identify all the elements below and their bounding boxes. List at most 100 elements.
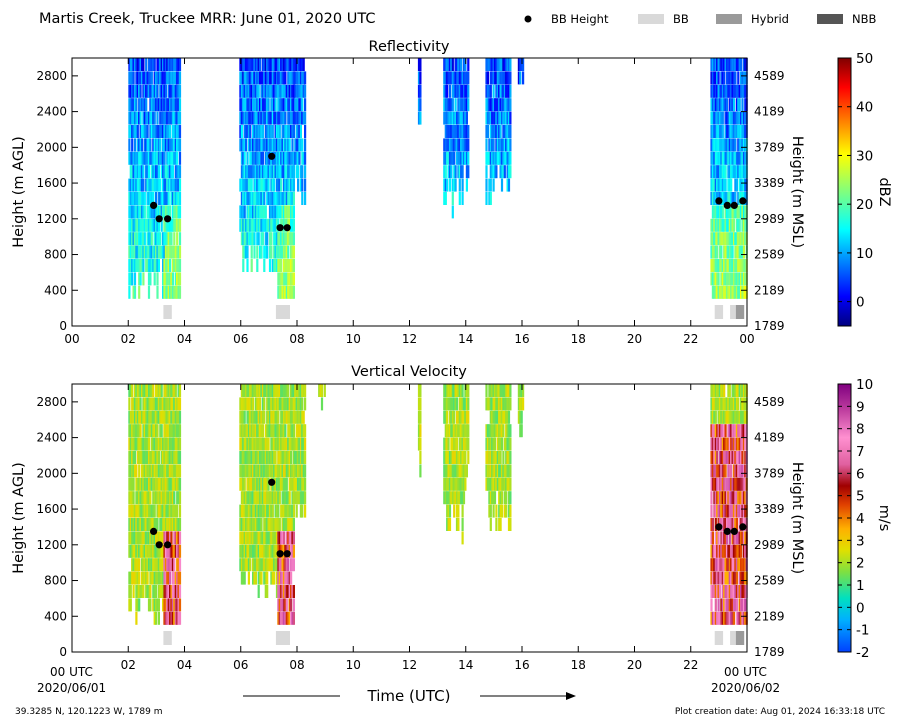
field-cell [135,111,138,125]
field-cell [274,424,277,438]
field-cell [506,138,509,152]
field-cell [737,111,740,125]
field-cell [737,165,740,179]
field-cell [166,585,169,598]
field-cell [282,165,286,179]
field-cell [485,451,488,464]
field-cell [178,437,182,451]
field-cell [162,259,165,272]
field-cell [450,464,453,478]
field-cell [267,58,270,71]
field-cell [505,98,508,112]
field-cell [149,192,152,205]
field-cell [520,58,523,71]
field-cell [277,245,280,259]
field-cell [288,151,291,165]
field-cell [742,111,745,125]
field-cell [239,397,242,411]
field-cell [302,71,305,85]
field-cell [506,384,509,397]
field-cell [250,232,253,246]
field-cell [171,477,174,491]
field-cell [252,138,255,152]
field-cell [485,424,488,438]
field-cell [716,245,719,259]
field-cell [143,98,146,112]
field-cell [143,218,146,232]
field-cell [147,272,151,286]
field-cell [443,71,446,85]
field-cell [460,464,463,478]
field-cell [505,71,508,85]
field-cell [153,165,156,179]
field-cell [738,437,741,451]
field-cell [270,518,273,531]
field-cell [285,138,288,152]
field-cell [713,504,716,518]
field-cell [131,397,134,411]
field-cell [153,585,156,598]
field-cell [146,397,149,411]
field-cell [177,245,180,259]
field-cell [461,151,464,165]
field-cell [138,410,141,424]
field-cell [723,598,726,612]
field-cell [714,218,717,232]
field-cell [252,544,255,558]
colorbar-tick-label: 2 [856,556,865,572]
field-cell [519,397,522,411]
field-cell [450,477,453,491]
field-cell [711,232,714,246]
field-cell [157,464,160,478]
field-cell [723,424,726,438]
field-cell [292,285,295,299]
field-cell [446,58,449,71]
field-cell [294,397,297,411]
field-cell [166,285,169,299]
field-cell [142,205,145,219]
field-cell [488,491,491,505]
field-cell [727,585,730,598]
field-cell [711,531,714,545]
field-cell [243,178,246,192]
field-cell [491,424,494,438]
field-cell [277,192,280,205]
field-cell [744,451,747,464]
field-cell [160,245,163,259]
field-cell [169,272,172,286]
field-cell [245,178,248,192]
field-cell [291,259,294,272]
field-cell [256,451,259,464]
field-cell [264,558,267,572]
field-cell [174,504,177,518]
field-cell [734,245,737,259]
field-cell [240,518,243,531]
field-cell [725,558,729,572]
field-cell [716,165,719,179]
field-cell [278,205,281,219]
field-cell [268,245,272,259]
field-cell [291,611,294,625]
field-cell [492,451,495,464]
field-cell [453,451,456,464]
field-cell [500,397,504,411]
field-cell [242,205,245,219]
field-cell [171,504,174,518]
field-cell [252,111,255,125]
field-cell [247,111,250,125]
field-cell [132,111,135,125]
field-cell [145,397,148,411]
field-cell [142,218,145,232]
field-cell [150,245,153,259]
field-cell [502,84,505,98]
field-cell [174,424,177,438]
field-cell [131,84,134,98]
field-cell [727,558,730,572]
field-cell [723,71,726,85]
field-cell [138,84,141,98]
field-cell [264,71,267,85]
field-cell [713,192,716,205]
field-cell [139,151,142,165]
field-cell [451,138,454,152]
field-cell [164,84,167,98]
